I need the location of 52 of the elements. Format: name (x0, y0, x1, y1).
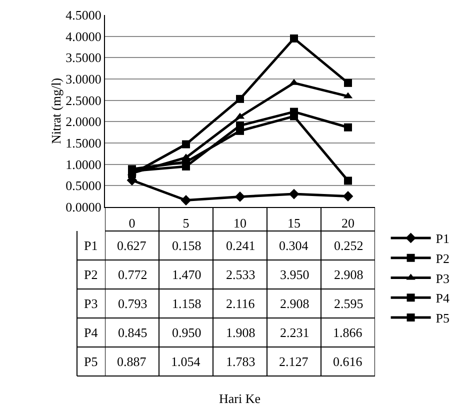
data-label: 0.887 (117, 354, 147, 369)
data-label: 0.772 (118, 267, 148, 282)
text: P2 (84, 267, 98, 282)
y-tick-label: 2.0000 (66, 114, 102, 130)
data-label: 1.783 (226, 354, 256, 369)
y-tick-label: 3.5000 (66, 50, 102, 66)
y-tick-label: 4.5000 (66, 8, 102, 23)
text: P4 (84, 325, 98, 340)
x-tick-label: 10 (234, 216, 246, 231)
data-label: 2.116 (226, 296, 256, 311)
legend-label: P4 (436, 290, 450, 306)
x-tick-label: 5 (182, 216, 190, 231)
data-label: 0.845 (118, 325, 148, 340)
y-tick-label: 0.0000 (66, 200, 102, 215)
data-label: 1.158 (172, 296, 202, 311)
data-label: 2.127 (279, 354, 309, 369)
data-label: 2.595 (334, 296, 364, 311)
data-label: 2.908 (334, 267, 364, 282)
y-tick-label: 2.5000 (66, 92, 102, 108)
y-tick-label: 1.0000 (66, 156, 102, 172)
legend-label: P1 (436, 231, 450, 246)
text: P5 (84, 354, 98, 369)
data-label: 3.950 (280, 267, 310, 282)
legend-label: P2 (436, 250, 450, 266)
y-tick-label: 1.5000 (66, 136, 102, 151)
data-label: 0.158 (172, 238, 202, 253)
data-label: 0.793 (118, 296, 148, 311)
data-label: 0.304 (279, 238, 309, 253)
data-label: 2.533 (226, 267, 256, 282)
data-label: 1.866 (333, 325, 363, 340)
y-tick-label: 0.5000 (66, 178, 102, 194)
y-tick-label: 3.0000 (66, 72, 102, 87)
data-label: 1.470 (172, 267, 202, 282)
data-label: 1.054 (171, 354, 201, 369)
data-label: 0.950 (172, 325, 202, 340)
data-label: 0.252 (334, 238, 364, 253)
data-label: 0.241 (226, 238, 256, 253)
text: P1 (84, 238, 98, 253)
legend-label: P5 (436, 310, 450, 326)
data-label: 2.231 (280, 325, 310, 340)
data-label: 2.908 (280, 296, 310, 311)
x-tick-label: 15 (288, 216, 300, 231)
x-tick-label: 0 (128, 216, 136, 231)
x-tick-label: 20 (342, 216, 354, 231)
legend-label: P3 (436, 270, 450, 286)
text: P3 (84, 296, 98, 311)
data-label: 0.616 (333, 354, 363, 369)
data-label: 1.908 (226, 325, 256, 340)
data-label: 0.627 (117, 238, 147, 253)
text: Hari Ke (219, 391, 261, 406)
y-tick-label: 4.0000 (66, 28, 102, 44)
y-axis-title: Nitrat (mg/l) (48, 78, 64, 144)
